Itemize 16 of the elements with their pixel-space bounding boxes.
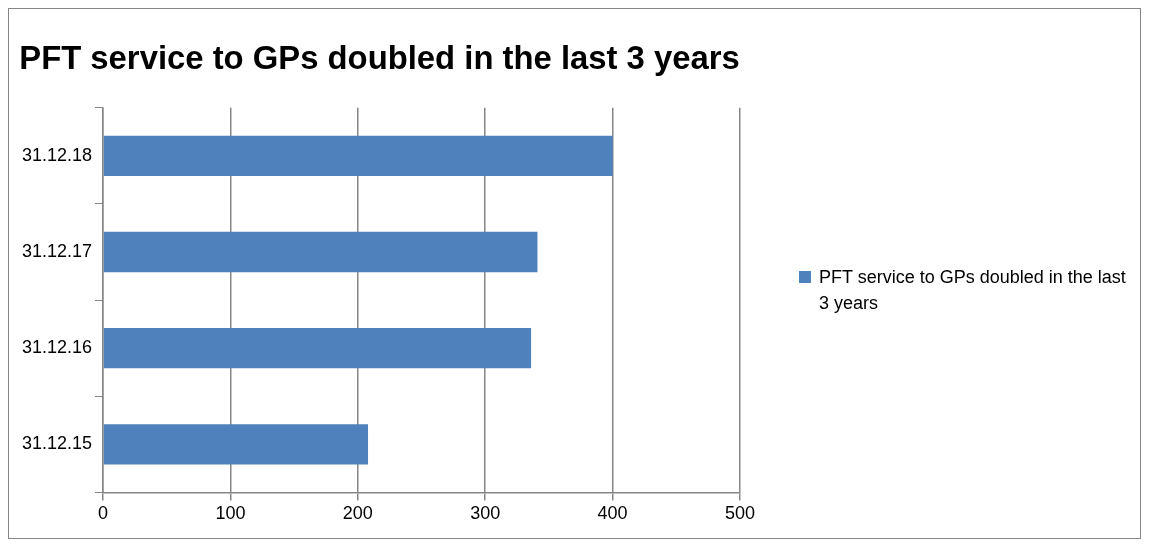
bar [103,424,369,465]
x-tick-label: 100 [215,503,246,524]
y-tick-label: 31.12.15 [21,433,93,454]
bar [103,135,613,177]
chart-title: PFT service to GPs doubled in the last 3 years [19,38,740,76]
x-tick-label: 500 [724,503,756,524]
x-tick-label: 300 [470,503,501,524]
x-tick-label: 0 [98,503,109,524]
x-tick-label: 400 [597,503,628,524]
x-tick-label: 200 [342,503,373,524]
bar [103,231,538,273]
y-tick-label: 31.12.16 [21,337,93,358]
y-tick-label: 31.12.18 [21,144,93,165]
bar [103,327,532,369]
y-tick-label: 31.12.17 [21,240,93,261]
legend-label: PFT service to GPs doubled in the last 3 years [819,266,1127,315]
